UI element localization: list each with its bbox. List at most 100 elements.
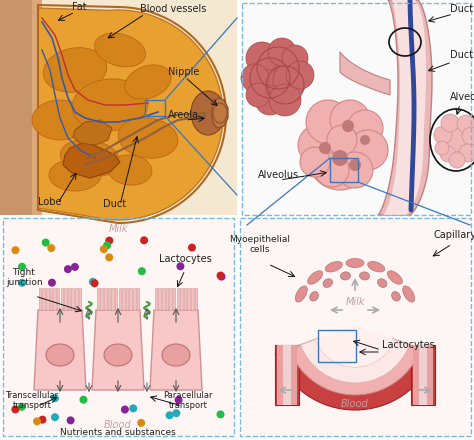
- Text: Milk: Milk: [108, 224, 128, 234]
- Bar: [191, 288, 193, 310]
- Polygon shape: [378, 0, 432, 215]
- Wedge shape: [301, 339, 410, 383]
- Circle shape: [51, 413, 59, 421]
- Ellipse shape: [310, 292, 319, 301]
- Circle shape: [67, 416, 74, 424]
- Bar: [46, 288, 48, 310]
- Ellipse shape: [368, 261, 385, 272]
- Circle shape: [250, 70, 286, 106]
- Ellipse shape: [295, 286, 307, 302]
- Ellipse shape: [43, 48, 107, 92]
- Text: Fat: Fat: [72, 2, 87, 12]
- Circle shape: [91, 279, 99, 287]
- Ellipse shape: [340, 272, 350, 280]
- Circle shape: [138, 267, 146, 275]
- Circle shape: [80, 396, 88, 404]
- Ellipse shape: [49, 159, 101, 191]
- Bar: [242, 3, 471, 215]
- Bar: [72, 288, 74, 310]
- Wedge shape: [275, 349, 435, 410]
- Bar: [411, 345, 435, 405]
- Circle shape: [327, 125, 357, 155]
- Text: Lobe: Lobe: [38, 197, 62, 207]
- Circle shape: [348, 130, 388, 170]
- Bar: [3, 218, 234, 436]
- Circle shape: [140, 236, 148, 244]
- Ellipse shape: [118, 118, 178, 158]
- Polygon shape: [92, 310, 144, 390]
- Polygon shape: [383, 0, 426, 215]
- Ellipse shape: [308, 271, 323, 284]
- Text: Ductule: Ductule: [450, 50, 474, 60]
- Bar: [242, 3, 471, 215]
- Text: Nipple: Nipple: [168, 67, 200, 77]
- Bar: [177, 288, 179, 310]
- Bar: [97, 288, 99, 310]
- Bar: [145, 100, 165, 116]
- Circle shape: [173, 409, 180, 417]
- Ellipse shape: [125, 65, 171, 99]
- Circle shape: [71, 263, 79, 271]
- Text: Duct: Duct: [103, 199, 127, 209]
- Circle shape: [457, 115, 474, 133]
- Bar: [158, 288, 161, 310]
- Text: Alveolus: Alveolus: [258, 170, 299, 180]
- Circle shape: [282, 45, 308, 71]
- Circle shape: [349, 159, 361, 171]
- Circle shape: [300, 147, 330, 177]
- Circle shape: [330, 100, 370, 140]
- Circle shape: [306, 100, 350, 144]
- Bar: [413, 345, 419, 405]
- Bar: [180, 288, 182, 310]
- Text: Blood: Blood: [341, 399, 369, 409]
- Circle shape: [121, 406, 129, 414]
- Circle shape: [11, 405, 19, 414]
- Circle shape: [246, 42, 278, 74]
- Circle shape: [18, 403, 26, 411]
- Circle shape: [105, 253, 113, 261]
- Text: Paracellular
transport: Paracellular transport: [163, 391, 213, 410]
- Circle shape: [255, 85, 285, 115]
- Circle shape: [246, 83, 270, 107]
- Bar: [75, 288, 78, 310]
- Bar: [100, 288, 103, 310]
- Text: Myoepithelial
cells: Myoepithelial cells: [229, 235, 291, 254]
- Circle shape: [360, 135, 370, 145]
- Ellipse shape: [387, 271, 402, 284]
- Circle shape: [332, 150, 348, 166]
- Circle shape: [51, 394, 59, 402]
- Circle shape: [18, 279, 26, 287]
- Text: Areola: Areola: [168, 110, 199, 120]
- Ellipse shape: [392, 292, 401, 301]
- Bar: [126, 288, 128, 310]
- Polygon shape: [340, 52, 390, 95]
- Ellipse shape: [403, 286, 415, 302]
- Text: Blood vessels: Blood vessels: [140, 4, 206, 14]
- Bar: [39, 288, 41, 310]
- Bar: [155, 288, 157, 310]
- Bar: [415, 345, 431, 405]
- Bar: [318, 330, 356, 362]
- Circle shape: [217, 271, 225, 279]
- Circle shape: [38, 416, 46, 424]
- Bar: [184, 288, 186, 310]
- Bar: [173, 288, 175, 310]
- Ellipse shape: [323, 279, 332, 287]
- Circle shape: [137, 419, 145, 427]
- Bar: [32, 0, 42, 215]
- Bar: [129, 288, 132, 310]
- Circle shape: [441, 114, 459, 132]
- Bar: [79, 288, 81, 310]
- Ellipse shape: [360, 272, 370, 280]
- Circle shape: [165, 411, 173, 419]
- Circle shape: [337, 152, 373, 188]
- Polygon shape: [38, 8, 223, 220]
- Circle shape: [176, 262, 184, 270]
- Bar: [291, 345, 297, 405]
- Bar: [188, 288, 190, 310]
- Ellipse shape: [346, 258, 364, 268]
- Circle shape: [269, 84, 301, 116]
- Text: Alveoli: Alveoli: [450, 92, 474, 102]
- Circle shape: [47, 244, 55, 252]
- Circle shape: [435, 141, 449, 155]
